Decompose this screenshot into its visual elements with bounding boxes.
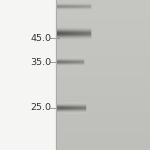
Text: 45.0: 45.0: [30, 34, 51, 43]
Text: 25.0: 25.0: [30, 103, 51, 112]
Bar: [0, 0, 56, 150]
Text: 35.0: 35.0: [30, 58, 51, 67]
Bar: [56, 0, 150, 150]
